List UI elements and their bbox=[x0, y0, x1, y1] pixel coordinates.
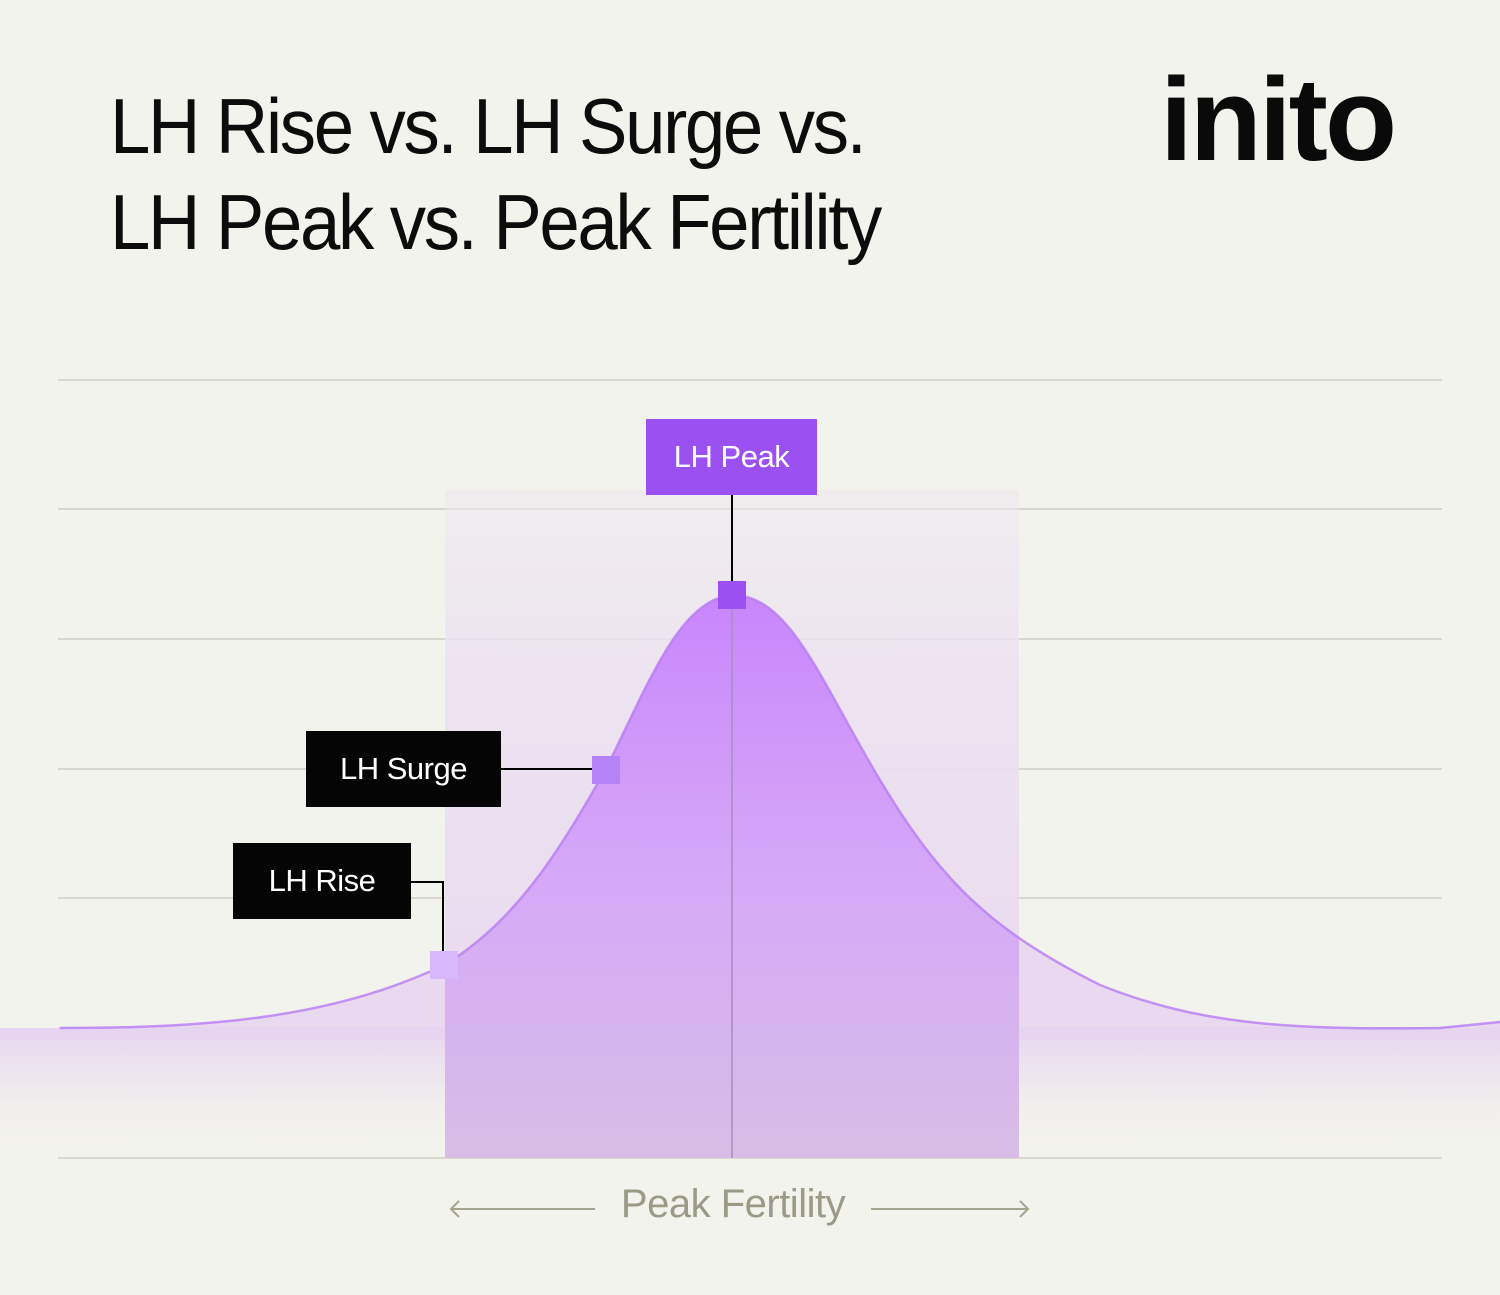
lh-rise-label: LH Rise bbox=[233, 843, 411, 919]
left-arrow-icon bbox=[449, 1200, 460, 1218]
rise-connector bbox=[411, 881, 444, 955]
title-line-2: LH Peak vs. Peak Fertility bbox=[110, 178, 882, 266]
rise-marker bbox=[430, 951, 458, 979]
peak-fertility-label: Peak Fertility bbox=[620, 1182, 846, 1226]
title-line-1: LH Rise vs. LH Surge vs. bbox=[110, 82, 867, 170]
peak-fertility-arrows bbox=[449, 1200, 1030, 1218]
page-title: LH Rise vs. LH Surge vs. LH Peak vs. Pea… bbox=[110, 78, 882, 270]
lh-surge-label: LH Surge bbox=[306, 731, 501, 807]
peak-marker bbox=[718, 581, 746, 609]
surge-marker bbox=[592, 756, 620, 784]
inito-logo: inito bbox=[1160, 54, 1397, 186]
right-arrow-icon bbox=[1019, 1200, 1030, 1218]
lh-peak-label: LH Peak bbox=[646, 419, 817, 495]
